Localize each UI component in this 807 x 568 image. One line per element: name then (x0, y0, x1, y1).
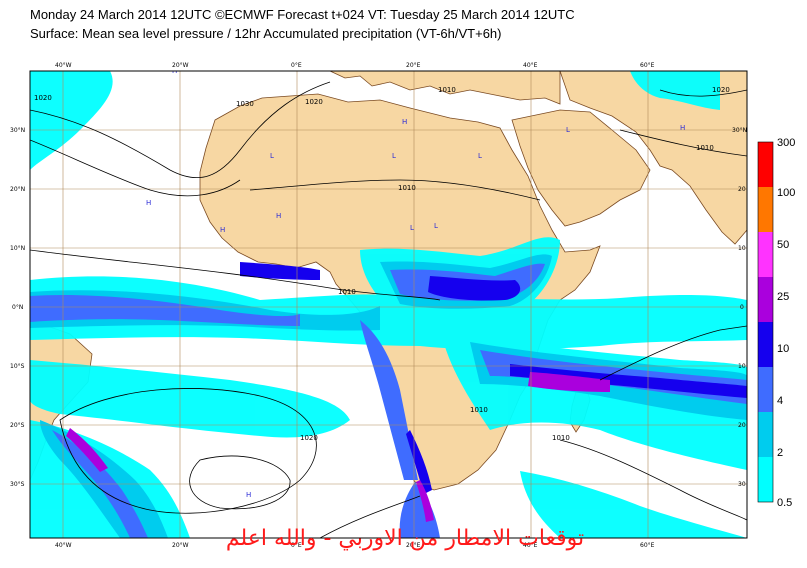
lat-labels-left: 30°N 20°N 10°N 0°N 10°S 20°S 30°S (10, 127, 25, 488)
isobar-label-6: 1010 (338, 288, 356, 296)
pressure-center-3: H (276, 212, 281, 220)
isobar-label-10: 1020 (712, 86, 730, 94)
lat-label-left-5: 10°S (10, 363, 25, 370)
lon-label-top-3: 0°E (291, 62, 302, 69)
isobar-label-2: 1030 (236, 100, 254, 108)
lat-labels-right: 30°N 20 10 0 10 20 30 (732, 127, 747, 488)
colorbar-label-10: 10 (777, 343, 789, 355)
land-europe (240, 71, 561, 105)
isobar-label-9: 1010 (552, 434, 570, 442)
lat-label-right-4: 0 (740, 304, 744, 311)
colorbar-label-300: 300 (777, 137, 795, 149)
colorbar-swatch-25 (758, 277, 773, 322)
lon-labels-bottom: 40°W 20°W 0°E 20°E 40°E 60°E (55, 542, 655, 549)
pressure-center-5: L (392, 152, 396, 160)
lon-label-bottom-2: 20°W (172, 542, 189, 549)
lat-label-left-4: 0°N (12, 304, 23, 311)
isobar-label-5: 1010 (398, 184, 416, 192)
colorbar-frame (757, 141, 774, 503)
colorbar-label-100: 100 (777, 187, 795, 199)
arabic-watermark: توقعات الامطار من الاوربي - والله اعلم (225, 526, 585, 551)
pressure-center-10: H (246, 491, 251, 499)
chart-title: Monday 24 March 2014 12UTC ©ECMWF Foreca… (30, 7, 575, 22)
lon-label-top-6: 60°E (640, 62, 655, 69)
chart-subtitle: Surface: Mean sea level pressure / 12hr … (30, 26, 502, 41)
lon-label-top-4: 20°E (406, 62, 421, 69)
pressure-center-2: H (146, 199, 151, 207)
isobar-label-1: 1020 (34, 94, 52, 102)
lon-label-bottom-1: 40°W (55, 542, 72, 549)
lat-label-right-1: 30°N (732, 127, 747, 134)
lon-label-bottom-4: 20°E (406, 542, 421, 549)
isobar-label-8: 1020 (300, 434, 318, 442)
pressure-center-13: H (220, 226, 225, 234)
pressure-center-7: H (402, 118, 407, 126)
colorbar-swatch-2 (758, 412, 773, 457)
land-asia (559, 71, 747, 245)
colorbar-label-2: 2 (777, 447, 783, 459)
colorbar-label-50: 50 (777, 239, 789, 251)
lon-label-bottom-3: 0°E (291, 542, 302, 549)
isobar-label-11: 1010 (470, 406, 488, 414)
precip-25 (66, 372, 610, 522)
pressure-center-6: L (478, 152, 482, 160)
precip-10 (240, 262, 747, 494)
colorbar-swatch-0_5 (758, 457, 773, 502)
lon-label-top-5: 40°E (523, 62, 538, 69)
lon-label-bottom-5: 40°E (523, 542, 538, 549)
colorbar-swatch-100 (758, 187, 773, 232)
colorbar-label-4: 4 (777, 395, 783, 407)
isobar-label-4: 1010 (438, 86, 456, 94)
lat-label-right-3: 10 (738, 245, 746, 252)
pressure-center-12: L (566, 126, 570, 134)
lon-label-top-1: 40°W (55, 62, 72, 69)
pressure-center-8: L (410, 224, 414, 232)
lat-label-right-2: 20 (738, 186, 746, 193)
lat-label-left-7: 30°S (10, 481, 25, 488)
colorbar-swatch-300 (758, 142, 773, 187)
colorbar-swatch-10 (758, 322, 773, 367)
pressure-center-9: L (434, 222, 438, 230)
lat-label-right-5: 10 (738, 363, 746, 370)
lat-label-left-1: 30°N (10, 127, 25, 134)
isobars (30, 81, 747, 538)
colorbar-swatch-4 (758, 367, 773, 412)
lon-label-bottom-6: 60°E (640, 542, 655, 549)
lon-label-top-2: 20°W (172, 62, 189, 69)
colorbar-swatch-50 (758, 232, 773, 277)
lat-label-right-7: 30 (738, 481, 746, 488)
pressure-center-1: H (172, 67, 177, 75)
land-arabia (511, 109, 651, 227)
colorbar-label-0_5: 0.5 (777, 497, 792, 509)
pressure-center-11: H (680, 124, 685, 132)
lat-label-left-2: 20°N (10, 186, 25, 193)
isobar-label-3: 1020 (305, 98, 323, 106)
pressure-center-4: L (270, 152, 274, 160)
lat-label-left-6: 20°S (10, 422, 25, 429)
lat-label-left-3: 10°N (10, 245, 25, 252)
isobar-label-7: 1010 (696, 144, 714, 152)
lon-labels-top: 40°W 20°W 0°E 20°E 40°E 60°E (55, 62, 655, 69)
lat-label-right-6: 20 (738, 422, 746, 429)
colorbar: 300 100 50 25 10 4 2 0.5 (757, 137, 795, 509)
colorbar-label-25: 25 (777, 291, 789, 303)
map-frame (29, 70, 748, 539)
